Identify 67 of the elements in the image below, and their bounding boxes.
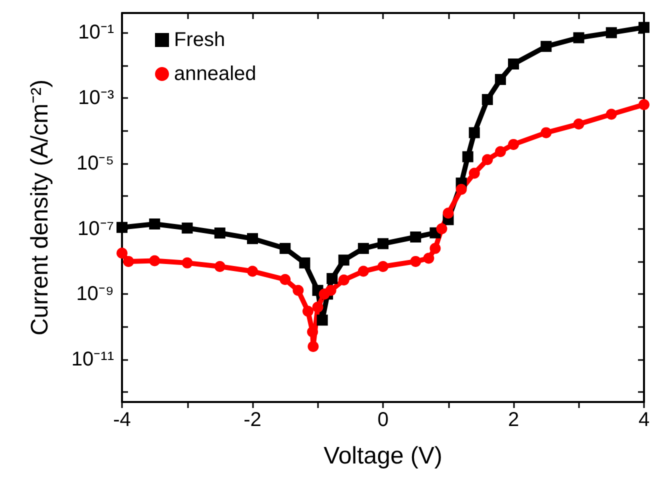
point <box>378 261 388 272</box>
x-tick-label: 2 <box>508 409 520 431</box>
point <box>468 168 480 179</box>
legend-label: annealed <box>174 63 256 85</box>
point <box>214 228 226 239</box>
point <box>338 254 350 266</box>
point <box>326 273 338 284</box>
y-tick-label: 10⁻⁵ <box>76 152 114 174</box>
point <box>573 32 584 44</box>
point <box>292 284 304 296</box>
point <box>325 284 336 296</box>
point <box>182 257 193 268</box>
point <box>280 274 291 286</box>
point <box>606 27 617 38</box>
point <box>182 222 193 234</box>
point <box>123 256 134 267</box>
y-tick-label: 10⁻³ <box>78 87 114 110</box>
point <box>358 266 369 277</box>
point <box>316 314 328 326</box>
point <box>540 127 552 138</box>
point <box>638 99 650 110</box>
point <box>302 306 314 317</box>
point <box>494 146 506 158</box>
legend-label: Fresh <box>174 29 226 51</box>
point <box>456 184 467 195</box>
point <box>638 22 650 33</box>
x-tick-label: -4 <box>113 409 131 431</box>
x-axis-title: Voltage (V) <box>324 442 442 470</box>
x-tick-label: -2 <box>244 409 262 431</box>
point <box>358 242 369 254</box>
point <box>442 208 454 219</box>
point <box>299 257 310 268</box>
point <box>378 238 388 250</box>
point <box>116 222 128 233</box>
point <box>410 231 422 242</box>
point <box>280 242 291 254</box>
point <box>338 274 350 286</box>
point <box>468 127 480 138</box>
point <box>494 74 506 85</box>
y-tick-label: 10⁻⁷ <box>78 218 114 240</box>
point <box>508 58 519 70</box>
point <box>606 108 617 120</box>
x-tick-label: 0 <box>377 409 389 431</box>
point <box>430 242 441 254</box>
point <box>308 340 319 352</box>
point <box>423 252 434 264</box>
y-axis-title: Current density (A/cm⁻²) <box>26 79 54 336</box>
point <box>482 94 493 106</box>
point <box>149 218 160 230</box>
point <box>573 118 584 130</box>
y-tick-label: 10⁻¹¹ <box>71 348 114 370</box>
point <box>540 40 552 52</box>
point <box>410 256 422 267</box>
point <box>149 255 160 266</box>
point <box>508 138 519 150</box>
point <box>247 266 258 277</box>
point <box>482 154 493 166</box>
x-tick-label: 4 <box>638 409 650 431</box>
point <box>436 223 448 234</box>
point <box>307 326 318 338</box>
point <box>312 302 324 313</box>
y-tick-label: 10⁻⁹ <box>76 283 114 306</box>
point <box>247 233 258 244</box>
point <box>462 151 474 162</box>
y-tick-label: 10⁻¹ <box>78 22 114 44</box>
point <box>116 248 128 259</box>
point <box>214 261 226 272</box>
